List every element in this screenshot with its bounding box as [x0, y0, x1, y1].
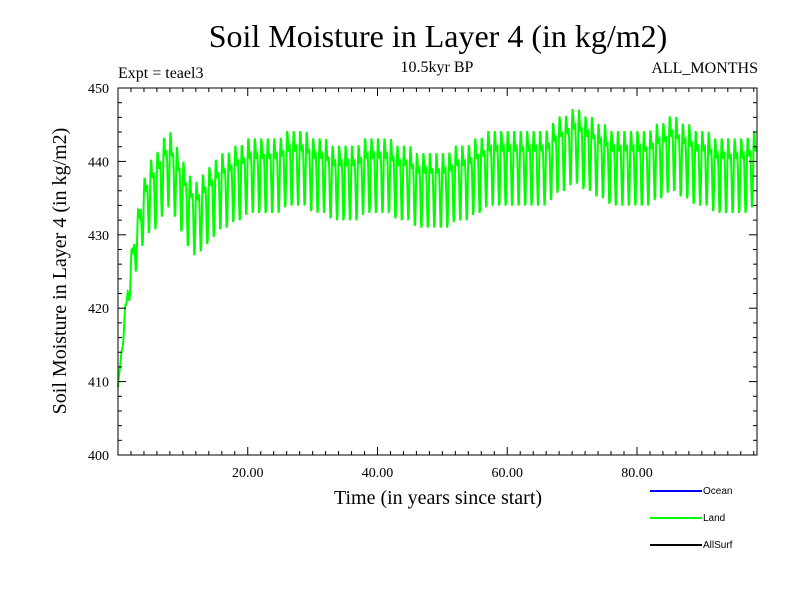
- series-line-land: [117, 108, 758, 388]
- y-tick-label: 450: [88, 82, 109, 97]
- axis-ticks: [118, 87, 757, 456]
- legend-label-ocean: Ocean: [703, 486, 732, 497]
- x-tick-label: 80.00: [621, 466, 653, 481]
- x-axis-label: Time (in years since start): [334, 487, 542, 509]
- x-tick-labels: 20.00 40.00 60.00 80.00: [232, 466, 653, 481]
- x-tick-label: 20.00: [232, 466, 264, 481]
- months-label: ALL_MONTHS: [651, 60, 758, 77]
- y-tick-label: 420: [88, 302, 109, 317]
- x-tick-label: 40.00: [362, 466, 394, 481]
- y-tick-label: 440: [88, 155, 109, 170]
- legend-label-land: Land: [703, 513, 725, 524]
- y-axis-label: Soil Moisture in Layer 4 (in kg/m2): [49, 128, 71, 415]
- y-tick-label: 430: [88, 229, 109, 244]
- y-tick-labels: 400 410 420 430 440 450: [88, 82, 109, 464]
- y-tick-label: 400: [88, 449, 109, 464]
- chart-title: Soil Moisture in Layer 4 (in kg/m2): [209, 18, 668, 54]
- x-tick-label: 60.00: [491, 466, 523, 481]
- experiment-label: Expt = teael3: [118, 65, 203, 82]
- legend: Ocean Land AllSurf: [650, 486, 733, 551]
- legend-label-allsurf: AllSurf: [703, 540, 733, 551]
- period-label: 10.5kyr BP: [401, 59, 474, 76]
- y-tick-label: 410: [88, 376, 109, 391]
- plot-area: [117, 108, 758, 388]
- plot-frame: [117, 87, 758, 456]
